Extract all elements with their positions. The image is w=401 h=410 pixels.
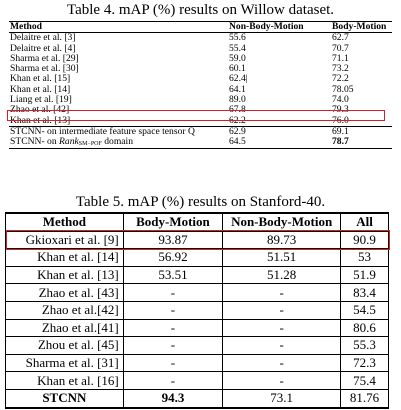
table5-stcnn-row: STCNN 94.3 73.1 81.76 <box>6 389 389 407</box>
table5-header-body-motion: Body-Motion <box>123 213 222 231</box>
table5-row: Zhao et al. [43] - - 83.4 <box>6 284 389 302</box>
table5-header-method: Method <box>6 213 124 231</box>
table5-method-cell: Zhao et al. [43] <box>6 284 124 302</box>
table5-value-cell: 75.4 <box>341 372 389 390</box>
table5-row: Zhou et al. [45] - - 55.3 <box>6 337 389 355</box>
table5-value-cell: - <box>123 372 222 390</box>
table4-caption: Table 4. mAP (%) results on Willow datas… <box>0 2 401 19</box>
table5-value-cell: - <box>123 337 222 355</box>
table5-value-cell: 72.3 <box>341 354 389 372</box>
table5-header-all: All <box>341 213 389 231</box>
table4-highlight-box <box>7 110 385 121</box>
table5-value-cell: 80.6 <box>341 319 389 337</box>
table5-value-cell: - <box>223 301 341 319</box>
table5-value-cell: 54.5 <box>341 301 389 319</box>
table4-value-cell: 78.7 <box>332 137 349 147</box>
table5-value-cell: 83.4 <box>341 284 389 302</box>
table5-value-cell: 53.51 <box>123 266 222 284</box>
table5-value-cell: 51.51 <box>223 249 341 267</box>
table4-header-row: Method Non-Body-Motion Body-Motion <box>9 22 392 32</box>
table5-value-cell: 51.28 <box>223 266 341 284</box>
table4-value-cell: 64.5 <box>229 137 246 147</box>
table5-row: Khan et al. [13] 53.51 51.28 51.9 <box>6 266 389 284</box>
table5-value-cell: 55.3 <box>341 337 389 355</box>
table5-method-cell: Khan et al. [14] <box>6 249 124 267</box>
table5-row: Zhao et al.[42] - - 54.5 <box>6 301 389 319</box>
table5-caption: Table 5. mAP (%) results on Stanford-40. <box>0 194 401 211</box>
table4-method-rank: Rank <box>59 136 79 147</box>
table5-value-cell: - <box>123 284 222 302</box>
table4: Method Non-Body-Motion Body-Motion Delai… <box>9 21 392 149</box>
table5-row: Khan et al. [16] - - 75.4 <box>6 372 389 390</box>
table4-method-prefix: STCNN- on <box>10 136 59 147</box>
table5-value-cell: 53 <box>341 249 389 267</box>
table5-value-cell: 94.3 <box>123 389 222 407</box>
table5-value-cell: 73.1 <box>223 389 341 407</box>
table5-value-cell: 56.92 <box>123 249 222 267</box>
table5-method-cell: Sharma et al. [31] <box>6 354 124 372</box>
table5-value-cell: - <box>223 319 341 337</box>
table5-highlight-box <box>6 230 390 250</box>
table5-method-cell: Zhou et al. [45] <box>6 337 124 355</box>
table5-row: Zhao et al.[41] - - 80.6 <box>6 319 389 337</box>
table5-value-cell: - <box>223 337 341 355</box>
table5-row: Sharma et al. [31] - - 72.3 <box>6 354 389 372</box>
table4-header-body-motion: Body-Motion <box>332 22 386 32</box>
table5-value-cell: - <box>123 319 222 337</box>
table4-header-method: Method <box>10 22 42 32</box>
table4-stcnn-row: STCNN- on RankSM−POF domain 64.5 78.7 <box>9 137 392 147</box>
table5-row: Khan et al. [14] 56.92 51.51 53 <box>6 249 389 267</box>
table5-method-cell: Khan et al. [13] <box>6 266 124 284</box>
table5-value-cell: 81.76 <box>341 389 389 407</box>
table5-value-cell: - <box>223 354 341 372</box>
table4-method-suffix: domain <box>102 136 133 147</box>
table4-header-non-body-motion: Non-Body-Motion <box>229 22 304 32</box>
table4-method-subscript: SM−POF <box>79 141 102 147</box>
table5-method-cell: Zhao et al.[42] <box>6 301 124 319</box>
table5-value-cell: 51.9 <box>341 266 389 284</box>
table5-value-cell: - <box>123 354 222 372</box>
table4-method-cell: STCNN- on RankSM−POF domain <box>10 137 133 149</box>
table5-method-cell: STCNN <box>6 389 124 407</box>
table5-header-non-body-motion: Non-Body-Motion <box>223 213 341 231</box>
table5-header-row: Method Body-Motion Non-Body-Motion All <box>6 213 389 231</box>
table5-value-cell: - <box>123 301 222 319</box>
table5-method-cell: Khan et al. [16] <box>6 372 124 390</box>
table5-value-cell: - <box>223 372 341 390</box>
table5-value-cell: - <box>223 284 341 302</box>
table5-method-cell: Zhao et al.[41] <box>6 319 124 337</box>
